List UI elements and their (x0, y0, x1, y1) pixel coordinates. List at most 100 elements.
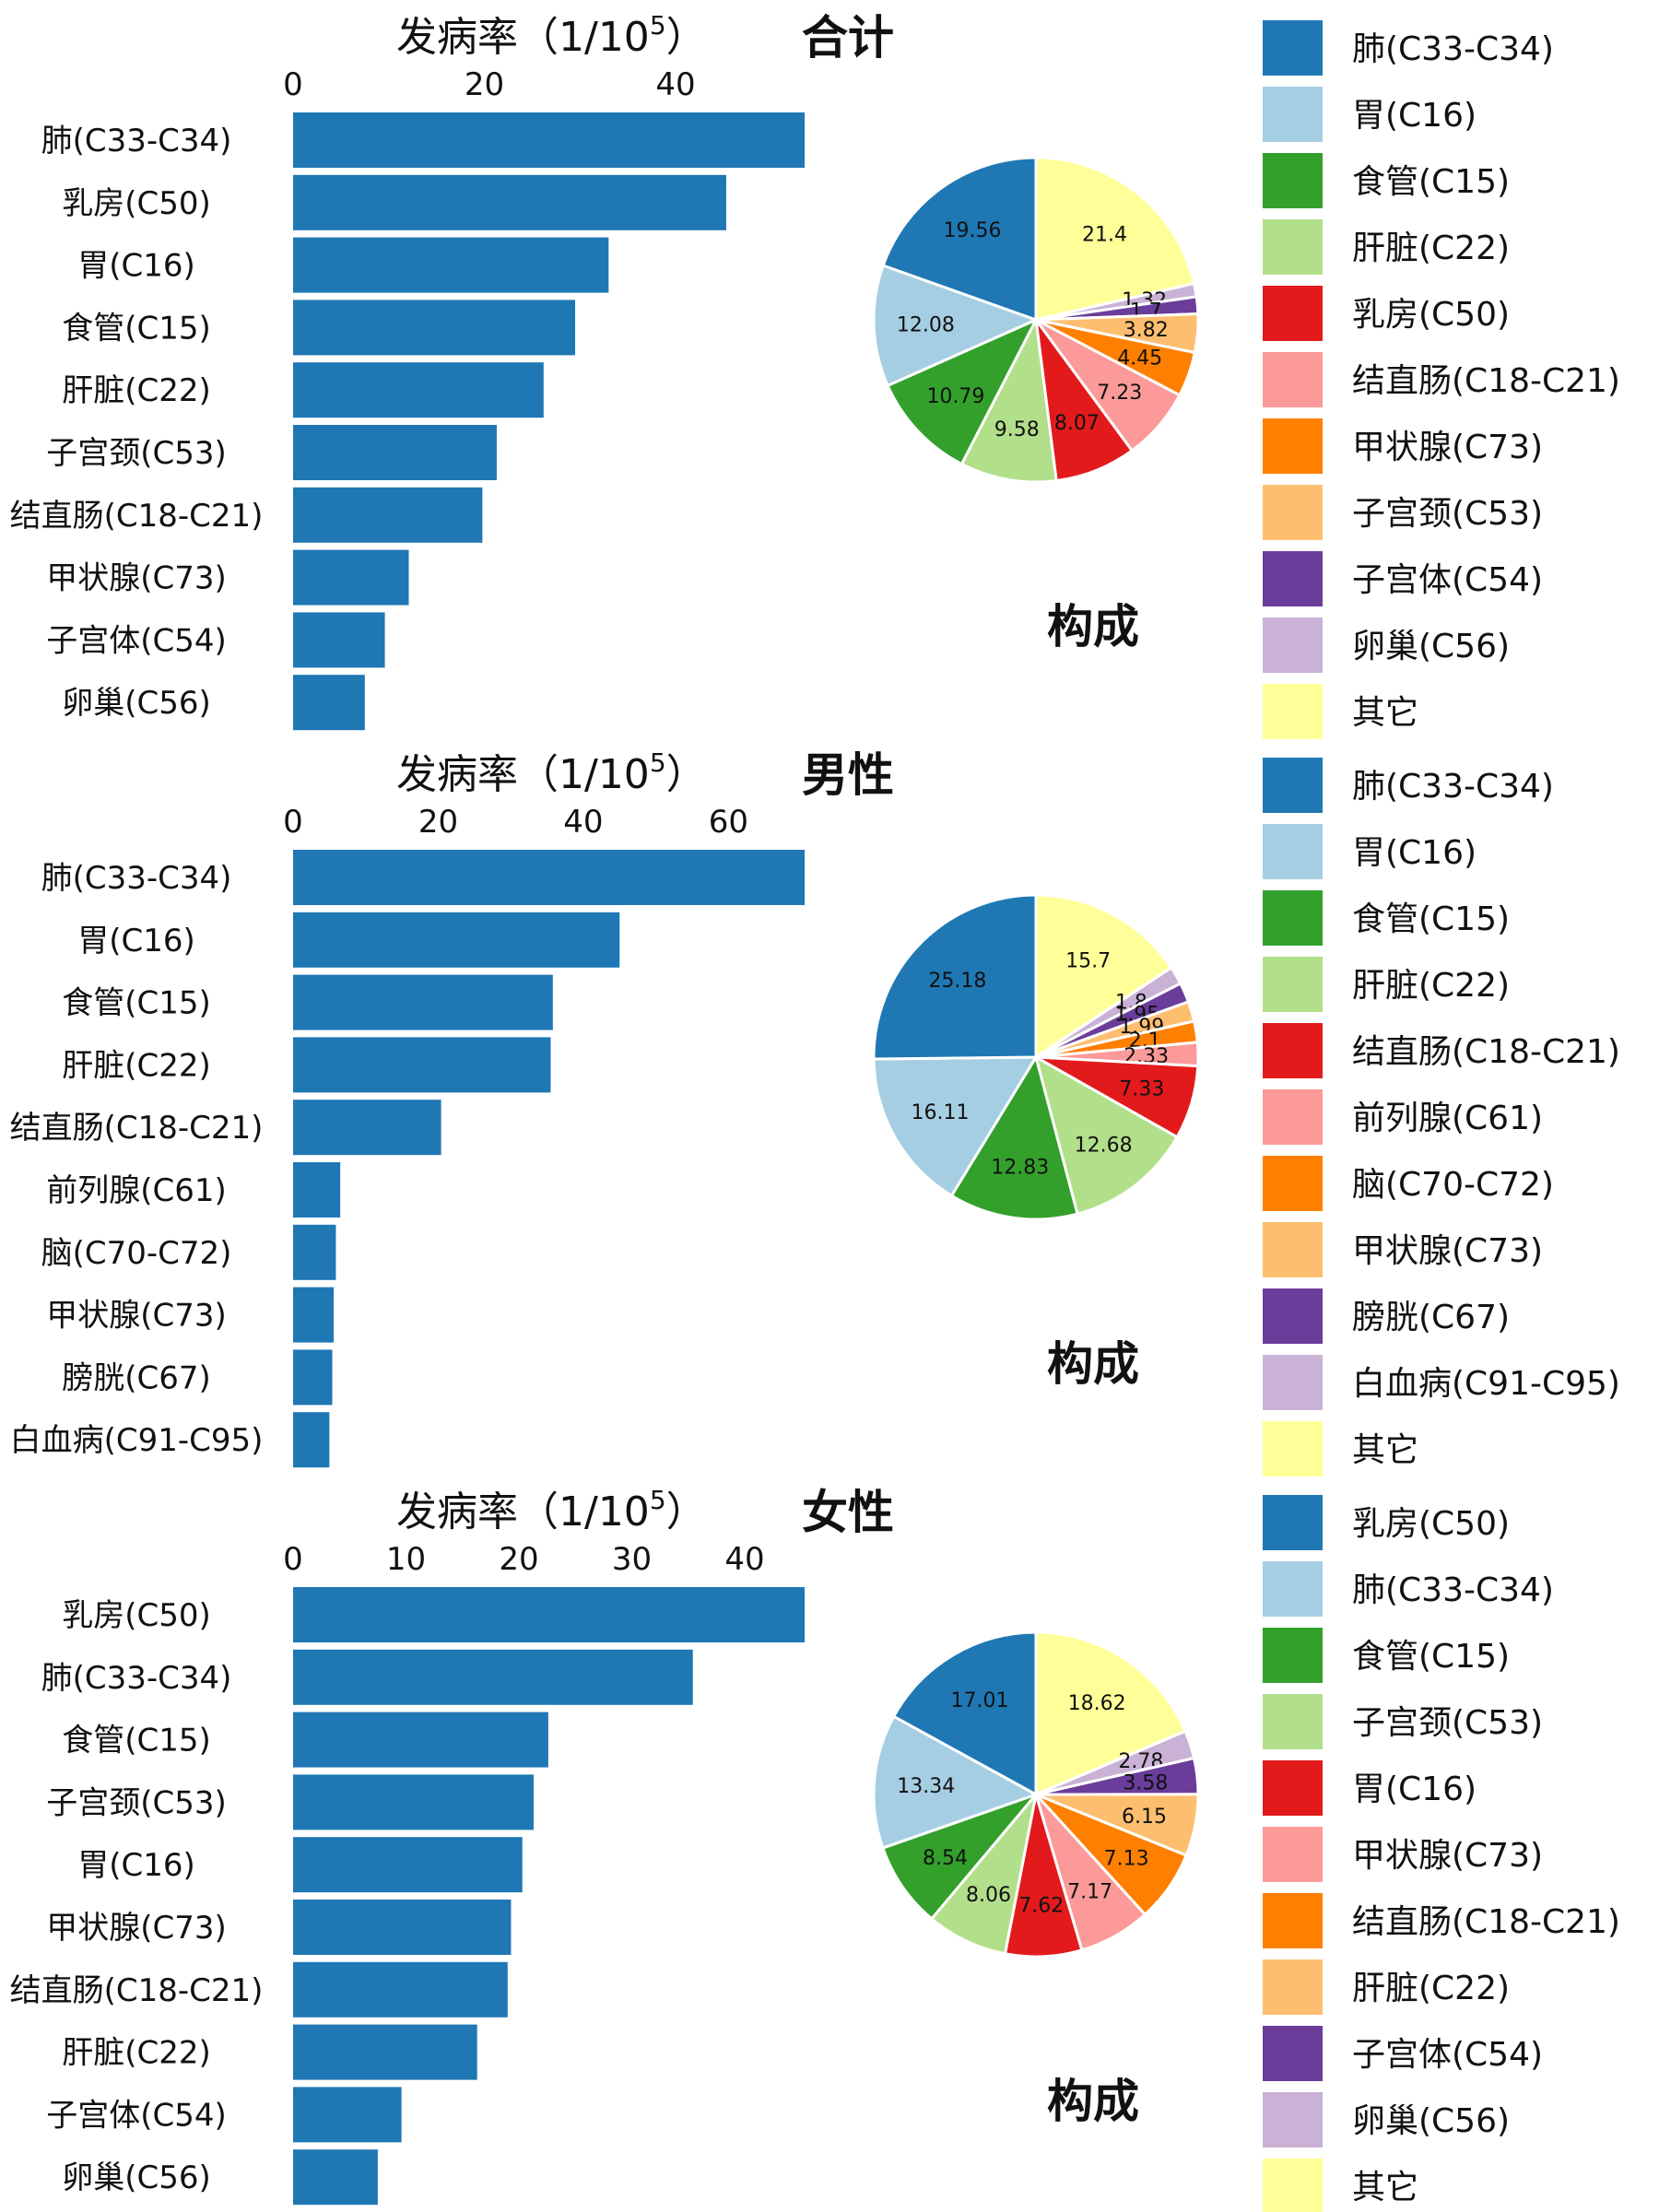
pie-slice-label: 21.4 (1082, 223, 1127, 246)
bar (293, 850, 805, 905)
pie-caption: 构成 (1047, 600, 1139, 653)
legend-swatch (1263, 153, 1323, 208)
category-label: 卵巢(C56) (62, 2159, 211, 2196)
legend-label: 卵巢(C56) (1352, 628, 1510, 665)
legend-swatch (1263, 1561, 1323, 1617)
category-label: 胃(C16) (77, 923, 195, 959)
legend-swatch (1263, 219, 1323, 275)
bar (293, 300, 576, 356)
pie-slice-label: 7.13 (1104, 1847, 1149, 1870)
category-label: 乳房(C50) (62, 185, 211, 222)
category-label: 卵巢(C56) (62, 685, 211, 722)
bar (293, 425, 497, 480)
pie-slice (886, 316, 1040, 466)
pie-slice-label: 16.11 (911, 1101, 969, 1124)
bar (293, 1100, 441, 1156)
legend-label: 肝脏(C22) (1352, 229, 1510, 267)
legend-swatch (1263, 957, 1323, 1012)
panel-title: 女性 (802, 1486, 894, 1539)
category-label: 膀胱(C67) (62, 1359, 211, 1396)
bar (293, 1412, 330, 1468)
legend-label: 胃(C16) (1352, 97, 1477, 135)
legend-label: 其它 (1352, 2169, 1418, 2206)
pie-slice-label: 7.23 (1097, 382, 1142, 405)
pie-slice-label: 13.34 (897, 1775, 955, 1798)
axis-title: 发病率（1/105） (396, 747, 707, 798)
category-label: 甲状腺(C73) (46, 1910, 227, 1947)
tick-label: 0 (283, 66, 303, 103)
bar (293, 1349, 333, 1406)
legend-swatch (1263, 2092, 1323, 2147)
pie-slice (872, 1055, 1039, 1198)
pie-slice-label: 8.06 (966, 1884, 1011, 1907)
legend-label: 其它 (1352, 694, 1418, 732)
legend-label: 结直肠(C18-C21) (1352, 1033, 1620, 1071)
pie-slice (891, 1630, 1038, 1797)
bar (293, 1224, 336, 1280)
legend-swatch (1263, 2026, 1323, 2081)
legend-label: 卵巢(C56) (1352, 2102, 1510, 2140)
legend-label: 前列腺(C61) (1352, 1100, 1543, 1137)
bar (293, 912, 620, 968)
pie-slice-label: 19.56 (944, 219, 1002, 242)
pie-slice-label: 17.01 (951, 1689, 1009, 1712)
bar (293, 2024, 477, 2080)
tick-label: 20 (499, 1541, 538, 1578)
legend-label: 子宫体(C54) (1352, 2036, 1543, 2074)
legend-label: 肺(C33-C34) (1352, 1571, 1554, 1609)
bar (293, 1774, 534, 1830)
category-label: 食管(C15) (62, 310, 211, 347)
category-label: 乳房(C50) (62, 1597, 211, 1634)
bar (293, 1961, 508, 2018)
bar (293, 612, 385, 668)
category-label: 结直肠(C18-C21) (10, 1110, 264, 1147)
legend-swatch (1263, 758, 1323, 813)
legend-label: 结直肠(C18-C21) (1352, 362, 1620, 400)
tick-label: 20 (418, 804, 458, 841)
category-label: 食管(C15) (62, 985, 211, 1022)
legend-label: 膀胱(C67) (1352, 1299, 1510, 1336)
legend-label: 乳房(C50) (1352, 1505, 1510, 1543)
pie-slice-label: 15.7 (1065, 950, 1111, 973)
category-label: 食管(C15) (62, 1723, 211, 1759)
legend-swatch (1263, 352, 1323, 407)
legend-label: 其它 (1352, 1431, 1418, 1469)
pie-slice (1033, 1053, 1180, 1216)
legend-label: 肺(C33-C34) (1352, 768, 1554, 806)
bar (293, 487, 483, 543)
pie-slice-label: 9.58 (994, 418, 1040, 441)
axis-title: 发病率（1/105） (396, 10, 707, 61)
bar (293, 974, 553, 1030)
tick-label: 10 (386, 1541, 426, 1578)
category-label: 子宫颈(C53) (46, 435, 227, 472)
legend-swatch (1263, 1355, 1323, 1410)
legend-label: 胃(C16) (1352, 834, 1477, 872)
legend-label: 结直肠(C18-C21) (1352, 1903, 1620, 1941)
bar (293, 675, 365, 731)
legend-swatch (1263, 1222, 1323, 1277)
tick-label: 40 (563, 804, 603, 841)
category-label: 胃(C16) (77, 248, 195, 285)
pie-slice (1034, 1630, 1188, 1797)
panel-title: 合计 (802, 11, 894, 65)
pie-slice-label: 18.62 (1068, 1692, 1126, 1715)
category-label: 甲状腺(C73) (46, 1298, 227, 1335)
legend-swatch (1263, 1156, 1323, 1211)
pie-slice-label: 6.15 (1122, 1806, 1167, 1829)
tick-label: 30 (612, 1541, 652, 1578)
pie-slice (1033, 314, 1135, 483)
category-label: 脑(C70-C72) (41, 1235, 232, 1272)
legend-swatch (1263, 1760, 1323, 1816)
pie-slice (1034, 156, 1196, 322)
bar (293, 362, 544, 418)
pie-slice-label: 8.54 (923, 1847, 968, 1870)
pie-slice-label: 12.83 (991, 1156, 1049, 1179)
category-label: 肺(C33-C34) (41, 123, 232, 159)
legend-swatch (1263, 1628, 1323, 1683)
category-label: 结直肠(C18-C21) (10, 498, 264, 535)
bar (293, 1587, 805, 1642)
legend-label: 甲状腺(C73) (1352, 1232, 1543, 1270)
pie-slice-label: 3.58 (1123, 1771, 1168, 1794)
legend-label: 食管(C15) (1352, 163, 1510, 201)
tick-label: 0 (283, 1541, 303, 1578)
